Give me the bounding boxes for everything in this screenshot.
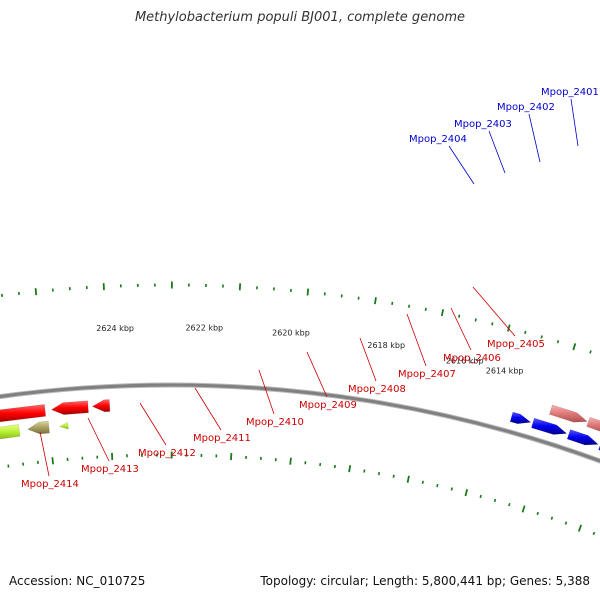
kbp-label: 2620 kbp [272,329,310,338]
gene-label-reverse: Mpop_2409 [299,400,357,411]
gene-label-reverse: Mpop_2413 [81,464,139,475]
gene-label-reverse: Mpop_2410 [246,417,304,428]
gene-label-forward: Mpop_2404 [409,134,467,145]
outer-tick-ring [1,281,592,354]
minor-tick [421,480,424,484]
minor-tick [556,340,560,344]
kbp-label: 2616 kbp [446,357,484,366]
forward-gene-pink [586,416,600,432]
gene-label-reverse: Mpop_2412 [138,448,196,459]
forward-gene-blue [509,411,532,425]
kbp-label: 2618 kbp [367,341,405,350]
minor-tick [564,521,568,525]
inner-tick-ring [7,451,596,536]
gene-label-forward: Mpop_2402 [497,102,555,113]
minor-tick [392,474,395,478]
kbp-label: 2624 kbp [96,324,134,333]
minor-tick [479,494,482,499]
minor-tick [474,318,477,322]
label-leader [139,402,167,446]
label-leader [488,130,506,174]
minor-tick [450,487,453,491]
gene-label-reverse: Mpop_2407 [398,369,456,380]
minor-tick [377,471,381,476]
gene-label-reverse: Mpop_2406 [443,353,501,364]
kbp-label: 2622 kbp [185,323,223,332]
minor-tick [458,314,461,318]
label-leader [448,145,475,185]
major-tick [577,524,583,532]
forward-gene-blue [531,417,568,435]
label-leader [450,307,472,351]
minor-tick [491,322,494,326]
label-leader [258,369,275,415]
major-tick [348,465,352,473]
reverse-gene-red [50,400,89,415]
forward-gene-blue [566,429,599,446]
gene-label-reverse: Mpop_2408 [348,384,406,395]
label-leader [87,417,110,462]
reverse-gene-lime [58,421,69,430]
major-tick [306,288,310,296]
major-tick [289,457,292,465]
label-leader [406,313,427,367]
minor-tick [407,304,411,308]
label-leader [528,113,541,163]
major-tick [51,457,54,465]
label-leader [194,387,222,431]
major-tick [521,505,526,513]
gene-label-forward: Mpop_2401 [541,87,599,98]
minor-tick [524,330,527,335]
minor-tick [424,307,427,311]
kbp-label: 2614 kbp [486,366,524,375]
minor-tick [540,335,543,339]
minor-tick [436,483,439,488]
reverse-gene-olive [27,420,50,435]
minor-tick [493,498,497,503]
label-leader [570,98,579,147]
label-leader [39,431,50,477]
minor-tick [589,350,592,354]
major-tick [572,343,577,351]
forward-gene-pink [549,404,588,423]
accession-label: Accession: NC_010725 [9,574,146,588]
gene-label-forward: Mpop_2403 [454,119,512,130]
minor-tick [592,531,596,536]
genome-summary: Topology: circular; Length: 5,800,441 bp… [260,574,590,588]
minor-tick [536,511,539,516]
major-tick [374,297,377,305]
reverse-gene-red [91,399,111,413]
gene-label-reverse: Mpop_2414 [21,479,79,490]
gene-label-reverse: Mpop_2411 [193,433,251,444]
minor-tick [508,502,511,507]
label-leader [472,286,516,337]
genome-backbone [0,383,600,463]
major-tick [507,324,511,332]
label-leader [359,337,377,382]
label-leader [306,351,328,398]
major-tick [464,489,469,497]
gene-label-reverse: Mpop_2405 [487,339,545,350]
major-tick [440,309,445,317]
major-tick [34,288,38,296]
reverse-gene-red [0,404,47,423]
minor-tick [550,516,554,520]
major-tick [406,475,410,483]
map-title: Methylobacterium populi BJ001, complete … [134,10,466,25]
reverse-gene-lime [0,424,21,440]
